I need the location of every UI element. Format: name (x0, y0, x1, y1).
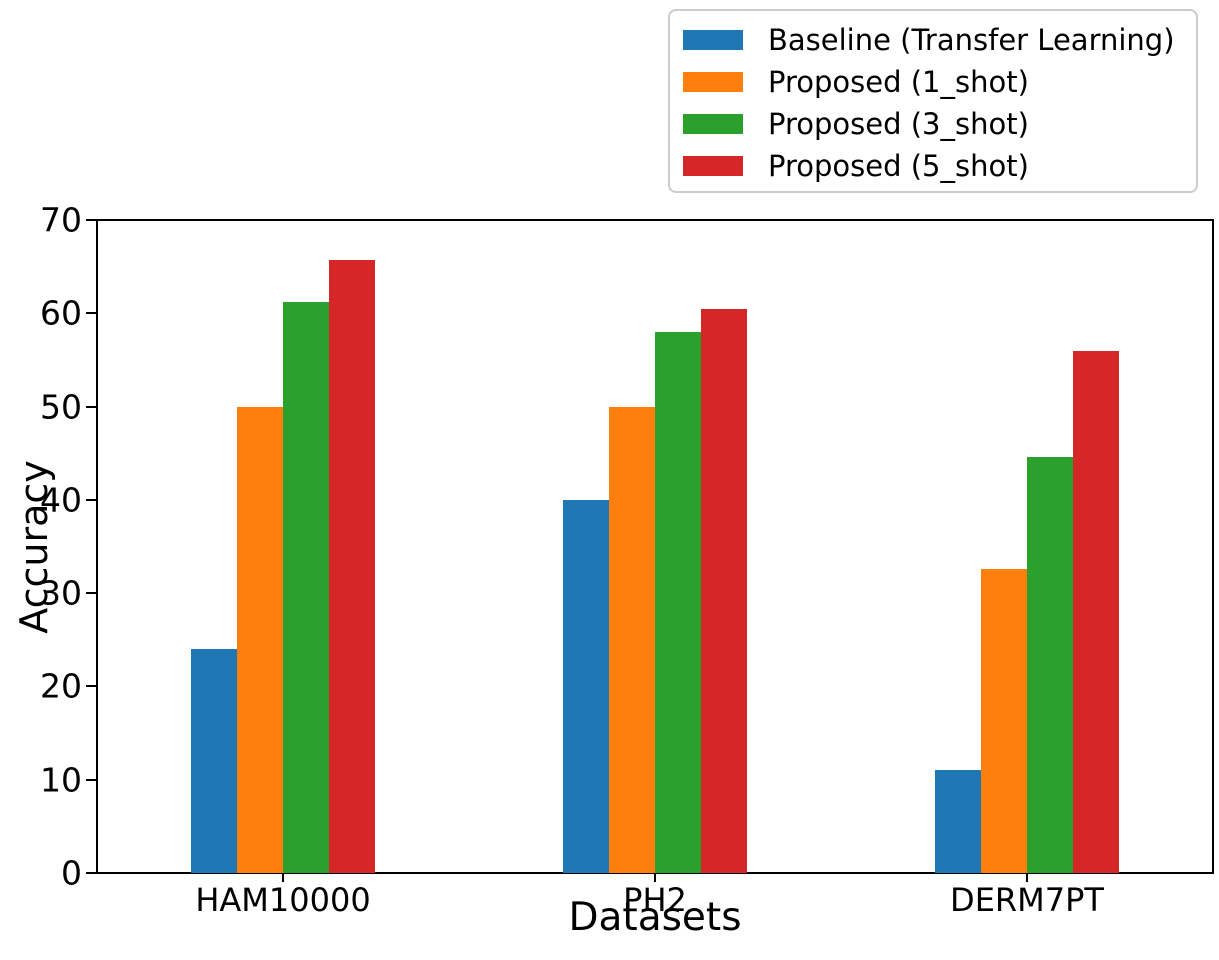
y-axis-tick-label: 60 (40, 293, 82, 333)
bar-derm7pt-proposed-5-shot (1073, 350, 1119, 873)
legend-swatch-icon (683, 30, 743, 50)
y-axis-tick (86, 219, 97, 221)
legend-item-proposed-1-shot: Proposed (1_shot) (670, 61, 1196, 103)
legend-item-proposed-5-shot: Proposed (5_shot) (670, 145, 1196, 187)
legend-item-baseline-transfer-learning: Baseline (Transfer Learning) (670, 19, 1196, 61)
x-axis-tick-label: PH2 (623, 881, 687, 919)
y-axis-tick (86, 778, 97, 781)
y-axis-tick-label: 10 (40, 760, 82, 800)
x-axis-tick (654, 873, 656, 882)
bar-ph2-baseline-transfer-learning (563, 499, 609, 873)
legend-swatch-icon (683, 72, 743, 92)
legend-item-proposed-3-shot: Proposed (3_shot) (670, 103, 1196, 145)
y-axis-label: Accuracy (12, 460, 56, 634)
y-axis-tick-label: 40 (40, 480, 82, 520)
y-axis-tick-label: 50 (40, 387, 82, 427)
y-axis-tick-label: 70 (40, 200, 82, 240)
y-axis-tick (86, 685, 97, 688)
y-axis-tick-label: 20 (40, 666, 82, 706)
bar-derm7pt-proposed-3-shot (1027, 456, 1073, 873)
bars-layer (97, 220, 1213, 873)
y-axis-tick (86, 498, 97, 501)
x-axis-tick-label: DERM7PT (950, 881, 1104, 919)
bar-ham10000-proposed-1-shot (237, 406, 283, 873)
y-axis-tick-label: 30 (40, 573, 82, 613)
y-axis-tick (86, 872, 97, 874)
legend-item-label: Proposed (5_shot) (768, 148, 1029, 183)
bar-ph2-proposed-3-shot (655, 331, 701, 873)
bar-ph2-proposed-5-shot (701, 308, 747, 873)
x-axis-tick (282, 873, 284, 882)
x-axis-tick-label: HAM10000 (195, 881, 371, 919)
legend-item-label: Proposed (3_shot) (768, 106, 1029, 141)
legend-item-label: Baseline (Transfer Learning) (768, 22, 1175, 57)
y-axis-tick (86, 405, 97, 408)
bar-ph2-proposed-1-shot (609, 406, 655, 873)
bar-derm7pt-proposed-1-shot (981, 568, 1027, 873)
bar-ham10000-proposed-5-shot (329, 260, 375, 873)
y-axis-tick (86, 592, 97, 595)
bar-ham10000-baseline-transfer-learning (191, 649, 237, 873)
bar-ham10000-proposed-3-shot (283, 302, 329, 873)
legend-swatch-icon (683, 156, 743, 176)
y-axis-tick (86, 312, 97, 315)
legend-swatch-icon (683, 114, 743, 134)
y-axis-tick-label: 0 (61, 853, 82, 893)
legend: Baseline (Transfer Learning) Proposed (1_… (668, 9, 1198, 193)
x-axis-label: Datasets (568, 895, 742, 940)
bar-derm7pt-baseline-transfer-learning (935, 770, 981, 873)
legend-item-label: Proposed (1_shot) (768, 64, 1029, 99)
x-axis-tick (1026, 873, 1028, 882)
